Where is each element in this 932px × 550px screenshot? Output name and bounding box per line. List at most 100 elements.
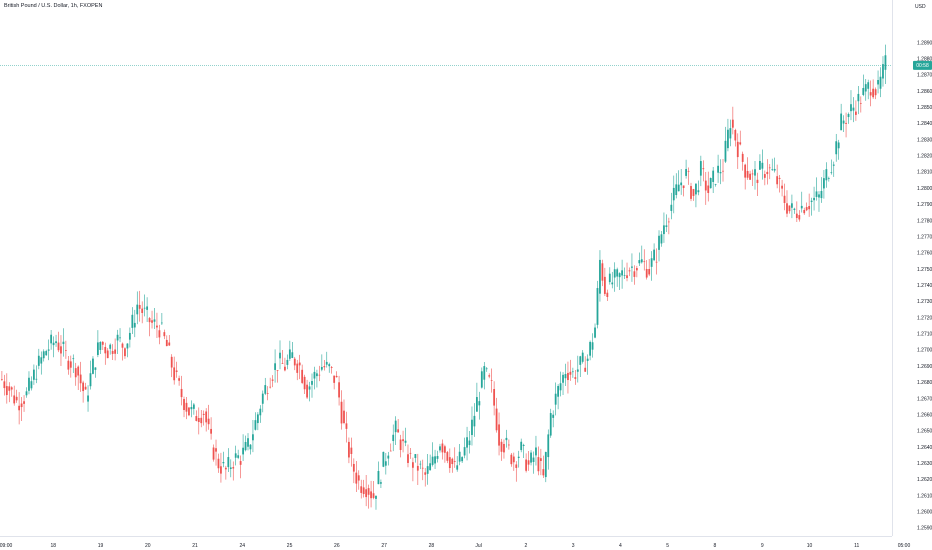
candle-body <box>527 460 530 465</box>
candle-body <box>631 266 633 268</box>
candle-body <box>859 102 862 104</box>
candle-body <box>335 375 338 378</box>
candle-body <box>628 270 631 272</box>
candle-body <box>680 182 683 186</box>
y-tick-label: 1.27600 <box>917 251 932 257</box>
candle-body <box>229 467 232 469</box>
last-price-layer: 00:58 <box>0 60 932 70</box>
candle-body <box>623 275 626 276</box>
candle-body <box>463 447 466 456</box>
candle-body <box>599 259 601 294</box>
candle-body <box>648 269 651 275</box>
candle-body <box>436 456 439 459</box>
candle-body <box>365 489 368 498</box>
price-scale-currency[interactable]: USD <box>915 4 926 10</box>
x-tick-label: 10 <box>807 543 813 549</box>
candle-body <box>197 418 200 423</box>
y-tick-label: 1.27300 <box>917 299 932 305</box>
candle-body <box>180 388 183 398</box>
candle-body <box>399 439 402 450</box>
candle-body <box>746 170 749 178</box>
candle-body <box>416 465 419 471</box>
y-tick-label: 1.26000 <box>917 510 932 516</box>
candle-body <box>795 213 798 218</box>
candle-body <box>712 170 715 182</box>
candle-body <box>111 351 114 354</box>
y-tick-label: 1.27000 <box>917 348 932 354</box>
candle-body <box>478 401 481 406</box>
candle-body <box>845 122 847 124</box>
candle-body <box>254 420 257 430</box>
candle-body <box>702 168 705 170</box>
candle-body <box>114 349 117 354</box>
candle-body <box>832 164 835 166</box>
candle-body <box>274 363 276 370</box>
candle-body <box>879 76 882 89</box>
candle-body <box>640 259 643 263</box>
candle-body <box>32 369 35 380</box>
candle-body <box>350 447 353 454</box>
candle-body <box>483 366 486 380</box>
candle-body <box>778 177 781 179</box>
candle-body <box>170 356 173 368</box>
candle-body <box>5 386 8 396</box>
candle-body <box>530 452 532 463</box>
candle-body <box>601 263 604 281</box>
candle-body <box>370 491 372 499</box>
candle-body <box>493 389 496 406</box>
candle-body <box>340 401 343 424</box>
candle-body <box>146 306 149 310</box>
candle-body <box>855 111 857 115</box>
time-axis[interactable]: 09:00 18 19 20 21 24 25 26 27 28 Jul 2 3 4 5 8 9 10 11 05:0… <box>0 543 910 549</box>
candle-body <box>429 463 432 471</box>
candle-body <box>330 366 333 368</box>
candle-body <box>498 424 500 446</box>
candle-body <box>471 419 473 436</box>
candle-body <box>650 258 653 267</box>
candle-body <box>28 377 30 391</box>
candle-body <box>827 178 830 179</box>
candle-body <box>751 173 754 175</box>
x-tick-label: 3 <box>572 543 575 549</box>
candle-body <box>547 434 550 458</box>
candle-body <box>857 93 860 102</box>
candle-body <box>594 327 596 338</box>
candle-body <box>571 371 574 373</box>
candle-body <box>138 304 141 309</box>
candle-body <box>414 454 417 459</box>
candle-body <box>690 186 692 199</box>
candle-body <box>116 334 119 341</box>
candle-body <box>591 342 594 350</box>
candle-body <box>736 141 739 158</box>
x-tick-label: 8 <box>714 543 717 549</box>
candle-body <box>655 261 658 263</box>
candle-body <box>877 80 879 85</box>
y-tick-label: 1.26100 <box>917 493 932 499</box>
candle-body <box>20 403 23 408</box>
candle-body <box>426 466 429 474</box>
candle-body <box>507 444 510 446</box>
candle-body <box>220 466 222 474</box>
candle-body <box>586 358 589 361</box>
y-tick-label: 1.26800 <box>917 380 932 386</box>
candle-body <box>510 454 513 465</box>
y-tick-label: 1.28000 <box>917 186 932 192</box>
candle-body <box>818 194 820 198</box>
candle-body <box>840 113 843 131</box>
x-tick-label: 25 <box>287 543 293 549</box>
candle-body <box>89 373 92 387</box>
candle-body <box>301 369 304 383</box>
candle-body <box>205 411 208 423</box>
candle-body <box>392 434 395 442</box>
x-tick-label: Jul <box>475 543 481 549</box>
candle-body <box>805 207 808 211</box>
y-tick-label: 1.27100 <box>917 332 932 338</box>
candle-body <box>264 385 267 394</box>
candle-body <box>158 330 161 338</box>
candle-body <box>589 341 592 356</box>
price-axis[interactable]: 1.25900 1.26000 1.26100 1.26200 1.26300 1.264… <box>917 40 932 531</box>
candle-body <box>677 184 680 192</box>
candle-body <box>382 451 385 467</box>
